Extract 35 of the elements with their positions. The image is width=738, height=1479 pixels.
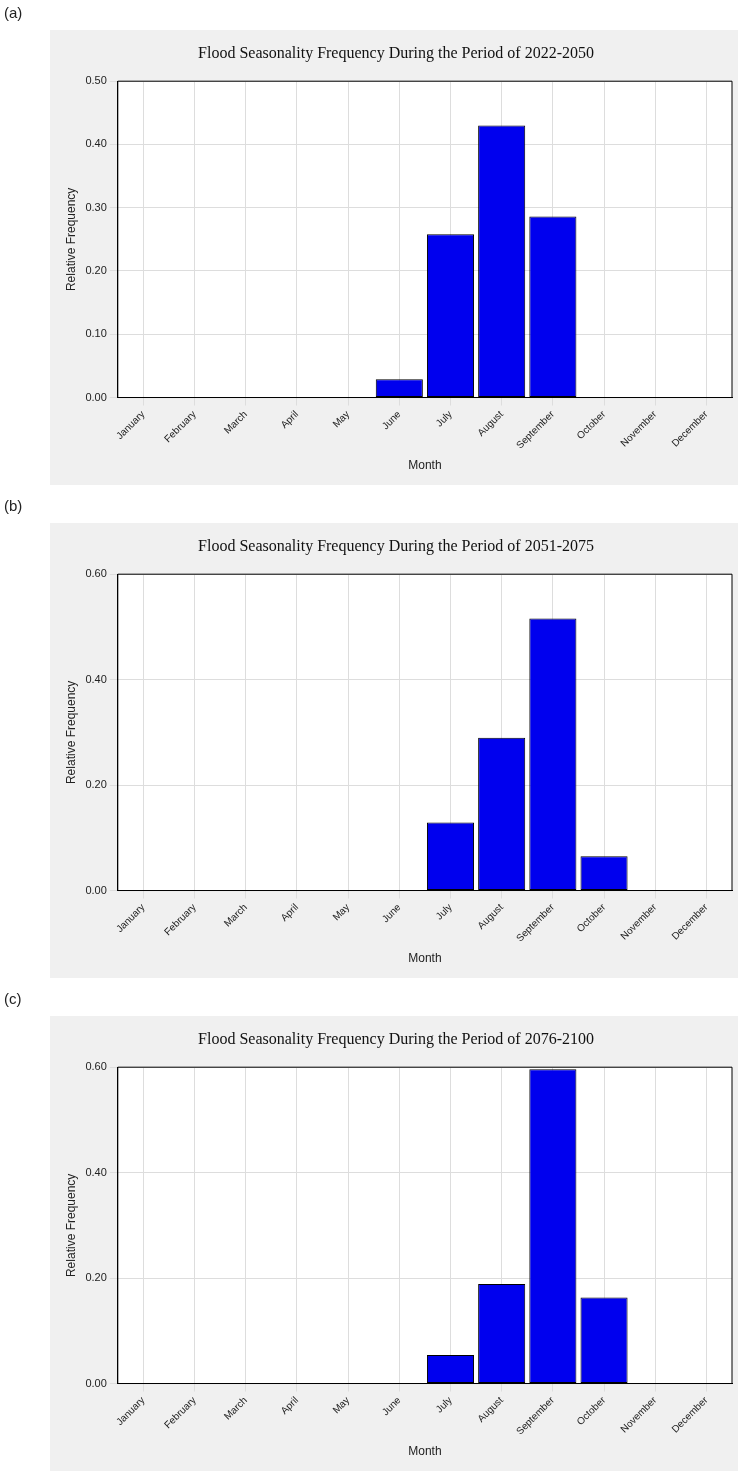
chart-title: Flood Seasonality Frequency During the Period of 2022-2050 <box>198 43 594 62</box>
x-tick-label: July <box>433 901 454 922</box>
x-tick-label: June <box>379 901 403 925</box>
y-tick-label: 0.00 <box>85 390 107 403</box>
x-tick-label: May <box>330 1394 352 1416</box>
y-axis-title: Relative Frequency <box>63 187 78 292</box>
y-tick-label: 0.40 <box>85 137 107 150</box>
x-axis-title: Month <box>408 458 442 473</box>
text: (b) <box>4 497 23 514</box>
y-tick-label: 0.20 <box>85 264 107 277</box>
x-tick-label: July <box>433 408 454 429</box>
y-axis-title: Relative Frequency <box>63 1173 78 1278</box>
text: (a) <box>4 4 23 21</box>
x-axis-title: Month <box>408 1444 442 1459</box>
x-tick-label: May <box>330 901 352 923</box>
x-tick-label: June <box>379 1394 403 1418</box>
x-tick-label: June <box>379 408 403 432</box>
chart-title: Flood Seasonality Frequency During the Period of 2076-2100 <box>198 1029 594 1048</box>
y-tick-label: 0.00 <box>85 1376 107 1389</box>
x-axis-title: Month <box>408 951 442 966</box>
y-tick-label: 0.40 <box>85 672 107 685</box>
x-tick-label: May <box>330 408 352 430</box>
y-tick-label: 0.60 <box>85 567 107 580</box>
y-tick-label: 0.30 <box>85 200 107 213</box>
x-tick-label: July <box>433 1394 454 1415</box>
chart-title: Flood Seasonality Frequency During the Period of 2051-2075 <box>198 536 594 555</box>
y-tick-label: 0.20 <box>85 1271 107 1284</box>
y-tick-label: 0.50 <box>85 74 107 87</box>
y-tick-label: 0.10 <box>85 327 107 340</box>
text: (c) <box>4 990 22 1007</box>
y-axis-title: Relative Frequency <box>63 680 78 785</box>
y-tick-label: 0.60 <box>85 1060 107 1073</box>
y-tick-label: 0.40 <box>85 1165 107 1178</box>
y-tick-label: 0.00 <box>85 883 107 896</box>
y-tick-label: 0.20 <box>85 778 107 791</box>
